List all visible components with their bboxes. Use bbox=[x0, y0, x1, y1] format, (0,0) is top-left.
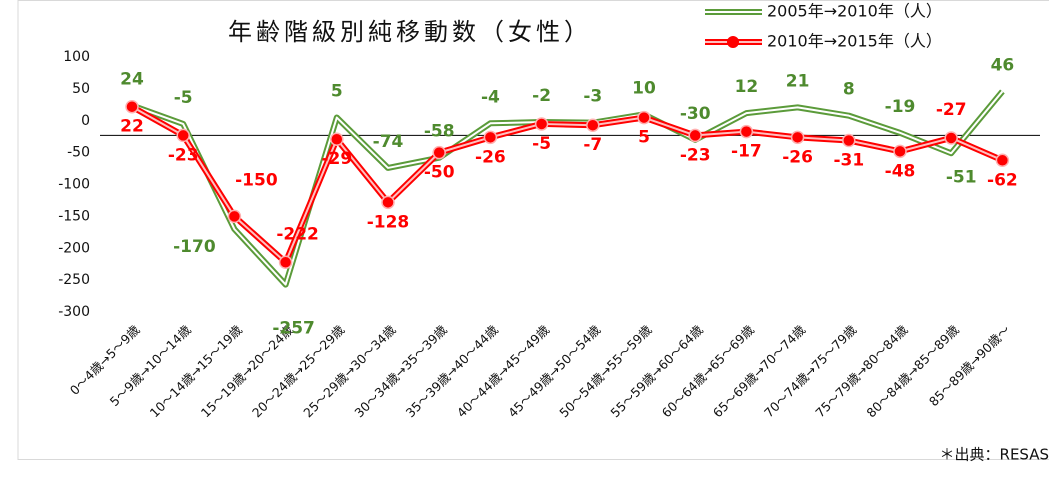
legend-label: 2005年→2010年（人） bbox=[767, 2, 942, 21]
y-tick-label: -50 bbox=[67, 145, 90, 161]
data-label: -31 bbox=[833, 151, 864, 171]
y-tick-label: 0 bbox=[81, 113, 90, 129]
marker bbox=[790, 130, 805, 145]
data-label: -27 bbox=[936, 100, 967, 120]
legend-label: 2010年→2015年（人） bbox=[767, 32, 942, 51]
series-line-inner bbox=[131, 105, 1003, 264]
source-note: ＊出典：RESAS bbox=[940, 446, 1049, 464]
data-label: -29 bbox=[321, 149, 352, 169]
marker bbox=[688, 128, 702, 143]
data-label: -19 bbox=[885, 97, 916, 117]
data-label: -30 bbox=[680, 104, 711, 124]
data-label: -23 bbox=[680, 145, 711, 165]
marker bbox=[227, 209, 242, 224]
marker bbox=[330, 132, 344, 146]
data-label: -2 bbox=[532, 86, 551, 106]
data-label: -3 bbox=[583, 87, 602, 107]
marker bbox=[176, 128, 190, 143]
marker bbox=[381, 195, 395, 210]
data-label: 10 bbox=[632, 78, 656, 98]
marker bbox=[637, 110, 651, 125]
data-label: -50 bbox=[424, 163, 455, 183]
marker bbox=[278, 255, 293, 270]
data-label: -7 bbox=[583, 135, 602, 155]
data-label: -5 bbox=[174, 88, 193, 108]
marker bbox=[586, 118, 600, 132]
data-label: -17 bbox=[731, 142, 762, 162]
data-label: -128 bbox=[367, 212, 410, 232]
marker bbox=[125, 99, 139, 114]
data-label: -150 bbox=[235, 170, 278, 190]
data-label: 22 bbox=[120, 117, 144, 137]
y-tick-label: -150 bbox=[58, 208, 90, 224]
marker bbox=[944, 131, 958, 145]
data-label: -74 bbox=[373, 132, 404, 152]
y-tick-label: -100 bbox=[58, 177, 90, 193]
data-label: 46 bbox=[991, 55, 1015, 75]
data-label: -5 bbox=[532, 134, 551, 154]
data-label: -257 bbox=[272, 319, 315, 339]
marker bbox=[483, 130, 498, 145]
data-label: -26 bbox=[475, 147, 506, 167]
data-label: 24 bbox=[120, 69, 144, 89]
legend-marker bbox=[727, 36, 739, 48]
data-label: -26 bbox=[782, 147, 813, 167]
data-label: 5 bbox=[331, 82, 343, 102]
marker bbox=[893, 144, 907, 159]
data-label: 8 bbox=[843, 80, 855, 100]
y-tick-label: -300 bbox=[58, 304, 90, 320]
data-label: 5 bbox=[638, 128, 650, 148]
data-label: -58 bbox=[424, 122, 455, 142]
data-label: -4 bbox=[481, 87, 500, 107]
y-tick-label: -250 bbox=[58, 272, 90, 288]
marker bbox=[842, 133, 856, 148]
marker bbox=[739, 124, 754, 139]
chart-frame bbox=[17, 0, 1049, 460]
chart-title: 年齢階級別純移動数（女性） bbox=[228, 18, 592, 46]
data-label: -23 bbox=[168, 145, 199, 165]
y-tick-label: -200 bbox=[58, 240, 90, 256]
data-label: -51 bbox=[946, 167, 977, 187]
marker bbox=[995, 153, 1010, 168]
marker bbox=[432, 145, 446, 160]
data-label: -170 bbox=[173, 237, 216, 257]
marker bbox=[534, 117, 549, 131]
y-tick-label: 50 bbox=[72, 81, 90, 97]
data-label: -222 bbox=[276, 224, 319, 244]
y-tick-label: 100 bbox=[63, 49, 90, 65]
data-label: -48 bbox=[885, 161, 916, 181]
data-label: 12 bbox=[735, 77, 759, 97]
data-label: -62 bbox=[987, 170, 1018, 190]
data-label: 21 bbox=[786, 71, 810, 91]
